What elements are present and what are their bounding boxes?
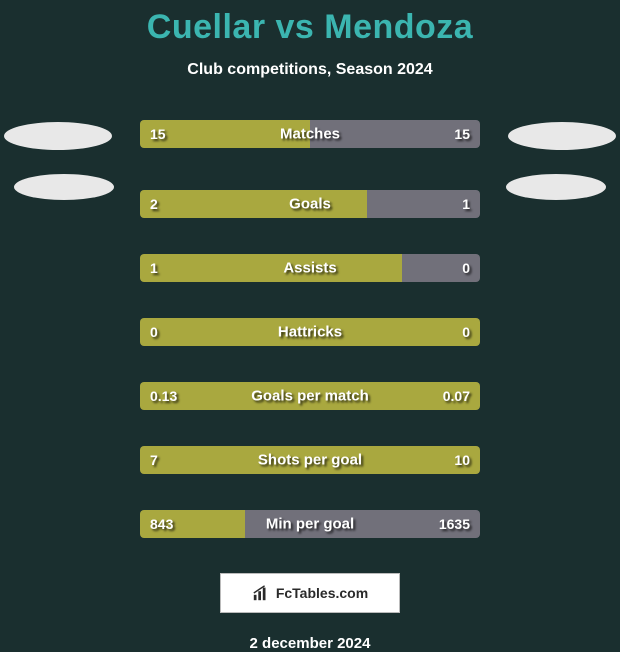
stat-label: Goals (289, 196, 331, 213)
subtitle: Club competitions, Season 2024 (0, 61, 620, 79)
stat-row: Shots per goal 7 10 (0, 437, 620, 483)
stat-row: Matches 15 15 (0, 109, 620, 159)
stat-bar: Assists 1 0 (140, 254, 480, 282)
stat-label: Shots per goal (258, 452, 362, 469)
stat-value-right: 0.07 (443, 388, 470, 404)
stat-label: Assists (283, 260, 336, 277)
stat-value-left: 843 (150, 516, 173, 532)
chart-icon (252, 584, 270, 602)
stat-row: Assists 1 0 (0, 245, 620, 291)
stat-label: Goals per match (251, 388, 369, 405)
stat-row: Min per goal 843 1635 (0, 501, 620, 547)
stat-value-left: 7 (150, 452, 158, 468)
stat-label: Min per goal (266, 516, 354, 533)
stat-bar: Matches 15 15 (140, 120, 480, 148)
stat-value-left: 1 (150, 260, 158, 276)
stat-value-left: 0 (150, 324, 158, 340)
stat-bar: Min per goal 843 1635 (140, 510, 480, 538)
stat-value-left: 15 (150, 126, 166, 142)
stat-value-left: 0.13 (150, 388, 177, 404)
stat-bar: Hattricks 0 0 (140, 318, 480, 346)
brand-badge: FcTables.com (220, 573, 400, 613)
stat-value-right: 10 (454, 452, 470, 468)
stat-bar: Goals 2 1 (140, 190, 480, 218)
page-title: Cuellar vs Mendoza (0, 8, 620, 47)
stat-row: Goals per match 0.13 0.07 (0, 373, 620, 419)
stat-label: Matches (280, 126, 340, 143)
stat-row: Hattricks 0 0 (0, 309, 620, 355)
stat-value-left: 2 (150, 196, 158, 212)
bar-left-fill (140, 190, 367, 218)
stat-value-right: 0 (462, 324, 470, 340)
brand-text: FcTables.com (276, 585, 368, 601)
stats-list: Matches1515Goals21Assists10Hattricks00Go… (0, 109, 620, 547)
stat-value-right: 1635 (439, 516, 470, 532)
comparison-chart: Cuellar vs Mendoza Club competitions, Se… (0, 0, 620, 652)
stat-label: Hattricks (278, 324, 342, 341)
footer-date: 2 december 2024 (0, 635, 620, 652)
stat-bar: Goals per match 0.13 0.07 (140, 382, 480, 410)
bar-left-fill (140, 254, 402, 282)
stat-value-right: 1 (462, 196, 470, 212)
stat-value-right: 0 (462, 260, 470, 276)
stat-bar: Shots per goal 7 10 (140, 446, 480, 474)
stat-row: Goals 2 1 (0, 181, 620, 227)
stat-value-right: 15 (454, 126, 470, 142)
